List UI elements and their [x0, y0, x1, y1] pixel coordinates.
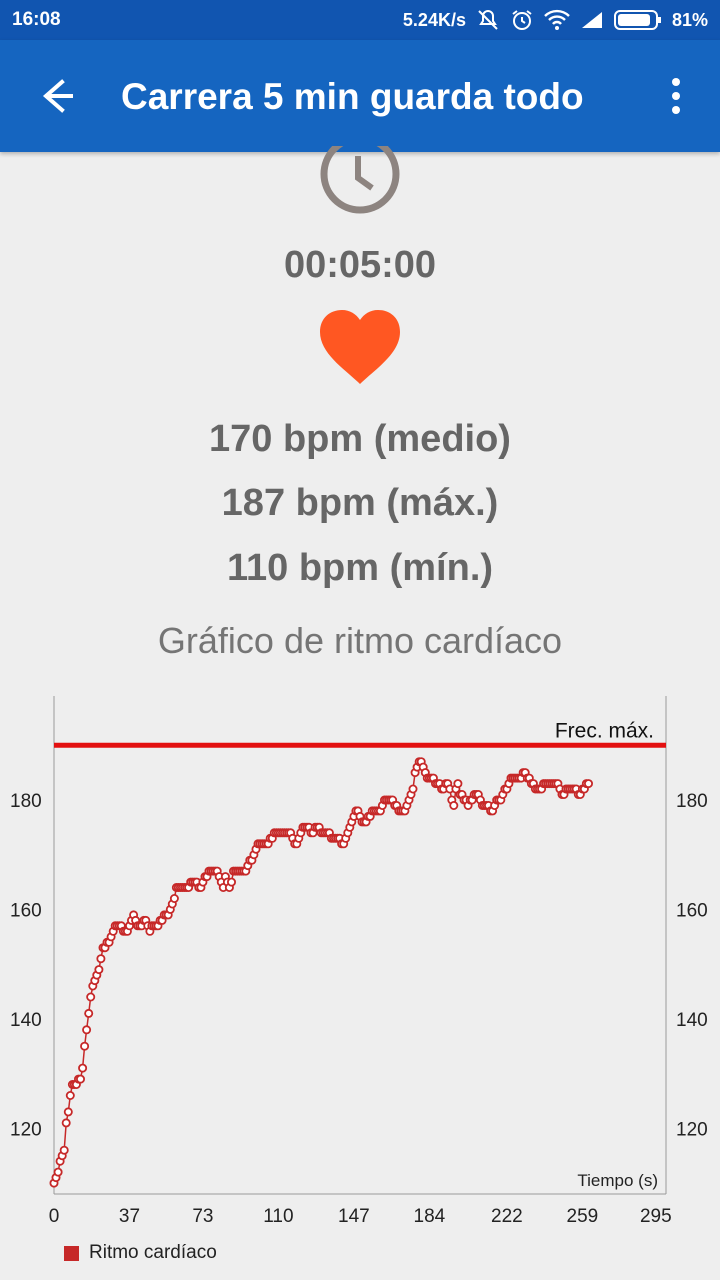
x-axis-label: Tiempo (s) [577, 1171, 658, 1190]
data-point [169, 893, 179, 903]
clock-icon [318, 146, 402, 216]
y-tick-label-right: 160 [676, 900, 708, 921]
battery-icon [613, 9, 662, 31]
chart-legend: Ritmo cardíaco [64, 1242, 217, 1264]
data-point [584, 779, 594, 789]
page-title: Carrera 5 min guarda todo [121, 76, 584, 117]
data-point [86, 992, 96, 1002]
heart-rate-chart: 120 120 140 140 160 160 180 180 0 37 73 110 147 184 22… [10, 696, 708, 1227]
status-icons: 5.24K/s 81% [403, 8, 708, 32]
data-point [84, 1008, 94, 1018]
x-tick-label: 73 [192, 1206, 213, 1227]
y-tick-label-left: 120 [10, 1119, 42, 1140]
data-point [78, 1063, 88, 1073]
x-tick-label: 147 [338, 1206, 370, 1227]
arrow-left-icon [42, 79, 73, 113]
status-bar: 16:08 5.24K/s 81% [0, 0, 720, 40]
data-point [53, 1167, 63, 1177]
net-speed: 5.24K/s [402, 9, 466, 30]
x-tick-label: 295 [640, 1206, 672, 1227]
data-point [82, 1025, 92, 1035]
x-tick-label: 37 [119, 1206, 140, 1227]
alarm-icon [510, 8, 534, 32]
mute-icon [476, 8, 500, 32]
data-point [80, 1041, 90, 1051]
data-point [453, 779, 463, 789]
data-point [76, 1074, 86, 1084]
overflow-menu-button[interactable] [660, 76, 692, 116]
min-heart-rate: 110 bpm (mín.) [226, 547, 494, 589]
data-point [65, 1090, 75, 1100]
max-heart-rate: 187 bpm (máx.) [221, 482, 499, 524]
data-point [96, 954, 106, 964]
wifi-icon [544, 9, 570, 31]
avg-heart-rate: 170 bpm (medio) [209, 418, 511, 460]
battery-percent: 81% [671, 9, 708, 30]
y-tick-label-right: 120 [676, 1119, 708, 1140]
legend-label: Ritmo cardíaco [89, 1242, 217, 1263]
data-point [59, 1145, 69, 1155]
more-vertical-icon [672, 78, 680, 114]
data-point [94, 965, 104, 975]
duration-value: 00:05:00 [283, 244, 437, 286]
data-point [408, 784, 418, 794]
y-tick-label-right: 140 [676, 1010, 708, 1031]
back-button[interactable] [32, 76, 80, 116]
y-tick-label-right: 180 [676, 791, 708, 812]
data-point [63, 1107, 73, 1117]
data-point [226, 877, 236, 887]
legend-swatch [64, 1245, 79, 1261]
x-tick-label: 0 [49, 1206, 60, 1227]
heart-icon [318, 308, 402, 388]
x-tick-label: 222 [491, 1206, 523, 1227]
y-tick-label-left: 140 [10, 1010, 42, 1031]
y-tick-label-left: 160 [10, 900, 42, 921]
y-tick-label-left: 180 [10, 791, 42, 812]
app-bar: Carrera 5 min guarda todo [0, 40, 720, 152]
x-tick-label: 259 [567, 1206, 599, 1227]
data-point [449, 801, 459, 811]
chart-title: Gráfico de ritmo cardíaco [157, 620, 563, 661]
max-heart-rate-label: Frec. máx. [555, 719, 654, 742]
status-time: 16:08 [12, 9, 61, 30]
x-tick-label: 184 [414, 1206, 446, 1227]
signal-icon [580, 10, 604, 30]
x-tick-label: 110 [263, 1206, 293, 1227]
data-point [61, 1118, 71, 1128]
